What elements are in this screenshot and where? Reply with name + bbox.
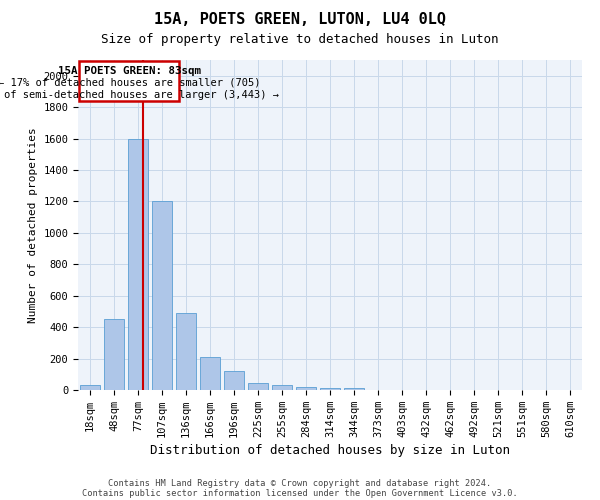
Bar	[104, 320, 124, 390]
Bar	[272, 386, 292, 390]
Text: 15A, POETS GREEN, LUTON, LU4 0LQ: 15A, POETS GREEN, LUTON, LU4 0LQ	[154, 12, 446, 28]
Bar	[320, 388, 340, 390]
Bar	[200, 357, 220, 390]
Bar	[296, 387, 316, 390]
X-axis label: Distribution of detached houses by size in Luton: Distribution of detached houses by size …	[150, 444, 510, 457]
Bar	[128, 138, 148, 390]
Text: Contains public sector information licensed under the Open Government Licence v3: Contains public sector information licen…	[82, 488, 518, 498]
Text: 15A POETS GREEN: 83sqm: 15A POETS GREEN: 83sqm	[58, 66, 200, 76]
Bar	[80, 386, 100, 390]
Text: Size of property relative to detached houses in Luton: Size of property relative to detached ho…	[101, 32, 499, 46]
Text: 82% of semi-detached houses are larger (3,443) →: 82% of semi-detached houses are larger (…	[0, 90, 279, 100]
Bar	[344, 388, 364, 390]
Y-axis label: Number of detached properties: Number of detached properties	[28, 127, 38, 323]
Bar	[224, 371, 244, 390]
Text: ← 17% of detached houses are smaller (705): ← 17% of detached houses are smaller (70…	[0, 78, 260, 88]
Bar	[79, 61, 179, 101]
Bar	[152, 202, 172, 390]
Text: Contains HM Land Registry data © Crown copyright and database right 2024.: Contains HM Land Registry data © Crown c…	[109, 478, 491, 488]
Bar	[176, 313, 196, 390]
Bar	[248, 383, 268, 390]
